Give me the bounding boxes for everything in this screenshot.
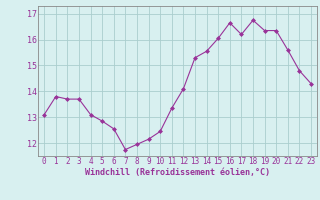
X-axis label: Windchill (Refroidissement éolien,°C): Windchill (Refroidissement éolien,°C): [85, 168, 270, 177]
